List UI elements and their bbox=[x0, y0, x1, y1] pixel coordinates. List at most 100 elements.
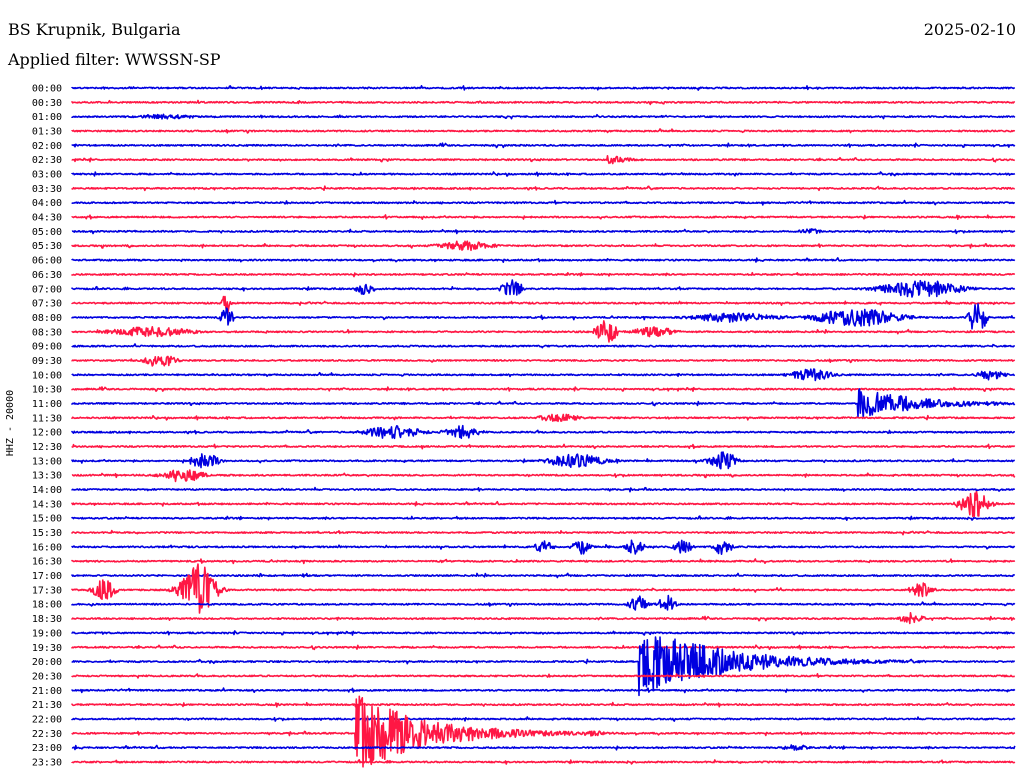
row-label-0700: 07:00 bbox=[32, 284, 62, 295]
row-label-1530: 15:30 bbox=[32, 528, 62, 539]
trace-2300 bbox=[71, 744, 1016, 751]
row-label-0100: 01:00 bbox=[32, 112, 62, 123]
trace-1330 bbox=[71, 469, 1016, 483]
row-label-0900: 09:00 bbox=[32, 342, 62, 353]
row-label-1830: 18:30 bbox=[32, 614, 62, 625]
trace-0400 bbox=[71, 199, 1015, 206]
trace-0430 bbox=[71, 214, 1016, 220]
row-label-1300: 13:00 bbox=[32, 456, 62, 467]
trace-2030 bbox=[71, 673, 1015, 679]
row-label-1000: 10:00 bbox=[32, 370, 62, 381]
row-label-1730: 17:30 bbox=[32, 585, 62, 596]
row-label-1130: 11:30 bbox=[32, 413, 62, 424]
trace-0530 bbox=[71, 240, 1016, 252]
trace-0500 bbox=[71, 228, 1016, 235]
trace-0830 bbox=[71, 320, 1016, 343]
trace-0900 bbox=[71, 343, 1015, 349]
row-label-1230: 12:30 bbox=[32, 442, 62, 453]
station-title: BS Krupnik, Bulgaria bbox=[8, 20, 181, 39]
row-label-2100: 21:00 bbox=[32, 686, 62, 697]
trace-0030 bbox=[71, 99, 1016, 106]
trace-0800 bbox=[71, 303, 1016, 330]
row-label-2130: 21:30 bbox=[32, 700, 62, 711]
row-label-1700: 17:00 bbox=[32, 571, 62, 582]
row-label-0530: 05:30 bbox=[32, 241, 62, 252]
row-label-0200: 02:00 bbox=[32, 141, 62, 152]
trace-0700 bbox=[71, 279, 1016, 298]
row-label-2330: 23:30 bbox=[32, 757, 62, 768]
trace-0000 bbox=[71, 85, 1015, 91]
date-label: 2025-02-10 bbox=[923, 20, 1016, 39]
row-label-1100: 11:00 bbox=[32, 399, 62, 410]
row-label-0600: 06:00 bbox=[32, 256, 62, 267]
row-label-0800: 08:00 bbox=[32, 313, 62, 324]
row-label-0330: 03:30 bbox=[32, 184, 62, 195]
row-label-0130: 01:30 bbox=[32, 127, 62, 138]
trace-2200 bbox=[71, 716, 1016, 722]
trace-1830 bbox=[71, 612, 1016, 625]
row-label-2200: 22:00 bbox=[32, 714, 62, 725]
trace-2000 bbox=[71, 636, 1016, 697]
trace-1230 bbox=[71, 443, 1016, 450]
trace-1030 bbox=[71, 386, 1015, 392]
trace-0730 bbox=[71, 295, 1016, 314]
filter-label: Applied filter: WWSSN-SP bbox=[8, 50, 221, 69]
row-label-0300: 03:00 bbox=[32, 170, 62, 181]
trace-2130 bbox=[71, 701, 1016, 708]
trace-0330 bbox=[71, 185, 1015, 192]
row-label-0000: 00:00 bbox=[32, 84, 62, 95]
row-label-0430: 04:30 bbox=[32, 213, 62, 224]
trace-0200 bbox=[71, 142, 1016, 149]
trace-1930 bbox=[71, 644, 1016, 651]
trace-1130 bbox=[71, 413, 1016, 423]
trace-1600 bbox=[71, 539, 1016, 555]
trace-0930 bbox=[71, 355, 1016, 367]
trace-1200 bbox=[71, 424, 1016, 440]
trace-1800 bbox=[71, 594, 1016, 611]
row-label-0030: 00:30 bbox=[32, 98, 62, 109]
trace-0600 bbox=[71, 257, 1016, 263]
row-label-1630: 16:30 bbox=[32, 557, 62, 568]
row-label-1330: 13:30 bbox=[32, 471, 62, 482]
row-label-1500: 15:00 bbox=[32, 514, 62, 525]
row-label-0400: 04:00 bbox=[32, 198, 62, 209]
trace-2330 bbox=[71, 759, 1016, 765]
row-label-1600: 16:00 bbox=[32, 542, 62, 553]
row-label-0730: 07:30 bbox=[32, 299, 62, 310]
row-label-0830: 08:30 bbox=[32, 327, 62, 338]
trace-0100 bbox=[71, 113, 1016, 120]
row-label-1800: 18:00 bbox=[32, 600, 62, 611]
trace-2230 bbox=[71, 695, 1016, 768]
trace-0300 bbox=[71, 171, 1016, 177]
trace-0630 bbox=[71, 271, 1016, 278]
helicorder-rows: 00:00 00:30 01:00 01:30 02:00 02:30 03:00 03:30… bbox=[32, 84, 1016, 768]
row-label-2300: 23:00 bbox=[32, 743, 62, 754]
row-label-1430: 14:30 bbox=[32, 499, 62, 510]
row-label-0930: 09:30 bbox=[32, 356, 62, 367]
row-label-0230: 02:30 bbox=[32, 155, 62, 166]
row-label-0500: 05:00 bbox=[32, 227, 62, 238]
row-label-1200: 12:00 bbox=[32, 428, 62, 439]
row-label-2230: 22:30 bbox=[32, 729, 62, 740]
trace-1300 bbox=[71, 451, 1015, 470]
row-label-2030: 20:30 bbox=[32, 671, 62, 682]
trace-1900 bbox=[71, 630, 1016, 636]
row-label-1930: 19:30 bbox=[32, 643, 62, 654]
trace-1400 bbox=[71, 486, 1015, 493]
row-label-1030: 10:30 bbox=[32, 385, 62, 396]
trace-0230 bbox=[71, 155, 1015, 165]
trace-1000 bbox=[71, 368, 1015, 382]
row-label-0630: 06:30 bbox=[32, 270, 62, 281]
trace-0130 bbox=[71, 128, 1016, 134]
trace-1700 bbox=[71, 572, 1015, 579]
trace-1630 bbox=[71, 558, 1016, 565]
row-label-2000: 20:00 bbox=[32, 657, 62, 668]
trace-1430 bbox=[71, 491, 1015, 518]
trace-1730 bbox=[71, 563, 1016, 614]
trace-1530 bbox=[71, 529, 1015, 536]
row-label-1400: 14:00 bbox=[32, 485, 62, 496]
trace-2100 bbox=[71, 687, 1016, 694]
trace-1500 bbox=[71, 515, 1015, 521]
row-label-1900: 19:00 bbox=[32, 628, 62, 639]
